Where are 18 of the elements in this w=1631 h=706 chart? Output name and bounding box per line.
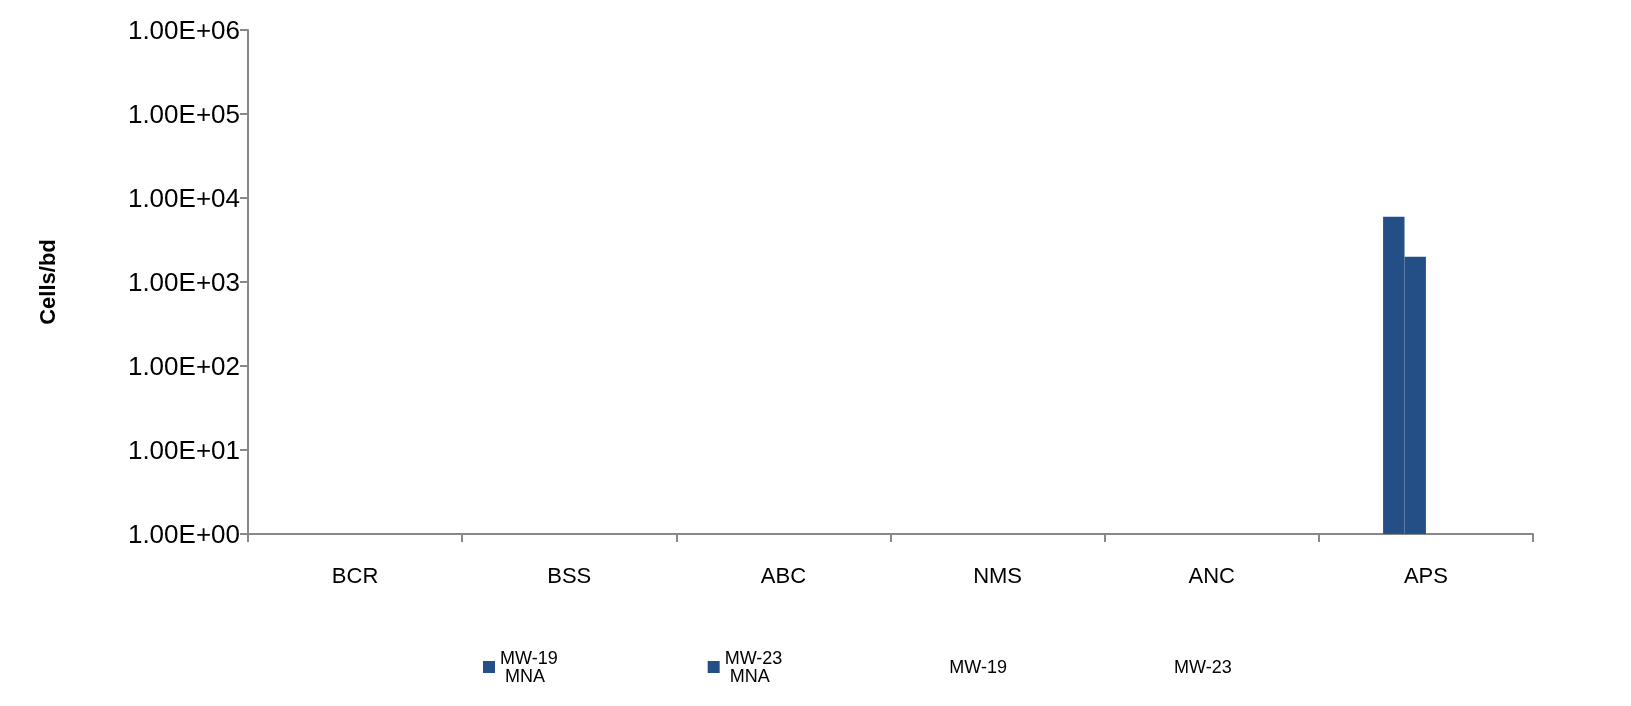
y-tick-label: 1.00E+06: [127, 15, 240, 45]
y-tick-label: 1.00E+03: [127, 267, 240, 297]
x-tick-label: ABC: [760, 562, 807, 588]
y-tick-label: 1.00E+02: [127, 351, 240, 381]
y-tick-label: 1.00E+04: [127, 183, 240, 213]
y-tick-label: 1.00E+01: [127, 435, 240, 465]
y-axis-title: Cells/bd: [34, 239, 60, 325]
x-tick-label: APS: [1403, 562, 1448, 588]
y-tick-label: 1.00E+05: [127, 99, 240, 129]
text: MW-19: [949, 657, 1008, 677]
text: MW-23: [1174, 657, 1232, 677]
x-tick-label: ANC: [1188, 562, 1236, 588]
x-tick-label: NMS: [973, 562, 1023, 588]
x-tick-label: BSS: [547, 562, 592, 588]
legend-label: MW-19 MNA: [500, 648, 558, 686]
y-tick-label: 1.00E+00: [127, 519, 240, 549]
legend-label: MW-23 MNA: [724, 648, 783, 686]
x-tick-label: BCR: [331, 562, 379, 588]
